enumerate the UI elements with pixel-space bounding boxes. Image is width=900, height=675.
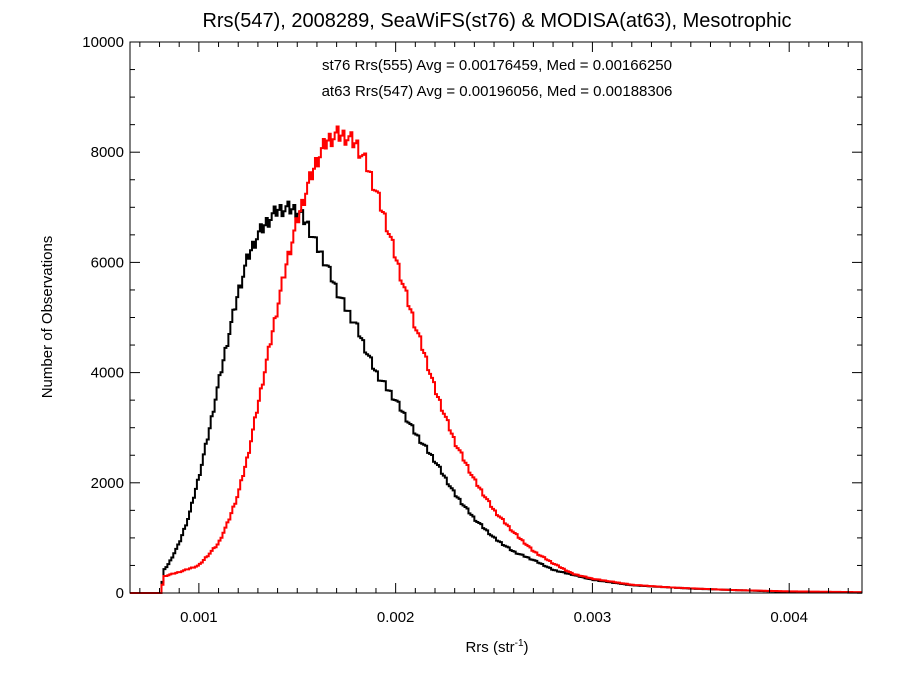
series-at63-histogram	[130, 125, 862, 594]
y-tick-label: 0	[116, 585, 124, 602]
y-axis-label: Number of Observations	[39, 236, 56, 399]
x-tick-label: 0.004	[770, 609, 808, 626]
series-layer	[130, 125, 862, 594]
legend-annotation-st76: st76 Rrs(555) Avg = 0.00176459, Med = 0.…	[322, 57, 672, 74]
x-tick-label: 0.003	[574, 609, 612, 626]
x-axis-label-sup: -1	[515, 638, 524, 649]
x-tick-label: 0.002	[377, 609, 415, 626]
x-axis-label-base: Rrs (str	[465, 639, 514, 656]
chart-title: Rrs(547), 2008289, SeaWiFS(st76) & MODIS…	[202, 10, 791, 32]
x-axis-label-close: )	[524, 639, 529, 656]
y-tick-label: 2000	[91, 475, 124, 492]
x-axis-label: Rrs (str-1)	[465, 638, 528, 656]
y-tick-label: 10000	[82, 34, 124, 51]
plot-frame	[129, 41, 863, 594]
y-tick-label: 4000	[91, 365, 124, 382]
y-tick-label: 8000	[91, 144, 124, 161]
x-tick-label: 0.001	[180, 609, 218, 626]
series-st76-histogram	[130, 200, 862, 594]
legend-annotation-at63: at63 Rrs(547) Avg = 0.00196056, Med = 0.…	[322, 83, 673, 100]
y-tick-label: 6000	[91, 254, 124, 271]
axis-tick-labels: 0.001 0.002 0.003 0.004 0 2000 4000 6000 8000 100…	[82, 34, 808, 626]
